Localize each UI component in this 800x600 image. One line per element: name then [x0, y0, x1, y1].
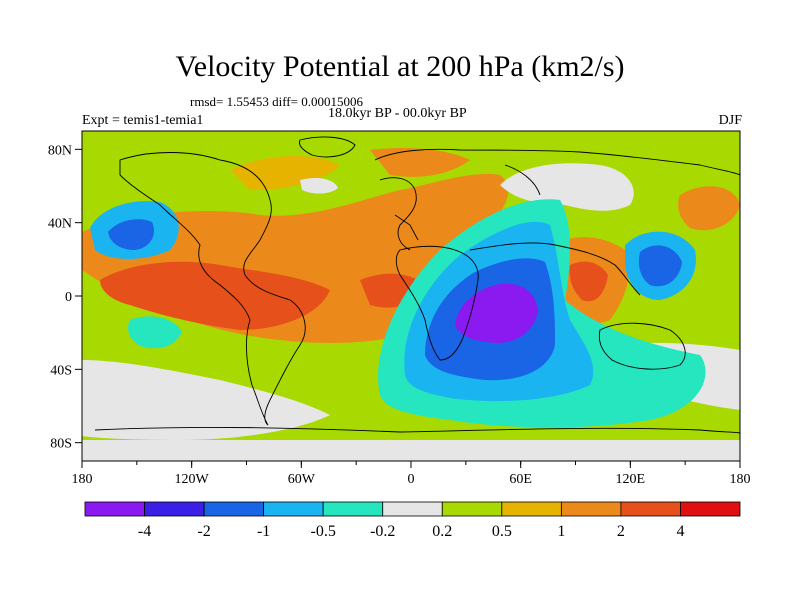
colorbar-label: -4 — [138, 523, 151, 540]
colorbar-label: 0.2 — [432, 523, 452, 540]
x-tick-label: 60W — [288, 472, 316, 487]
colorbar-box — [263, 501, 324, 517]
stats-label: rmsd= 1.55453 diff= 0.00015006 — [190, 94, 363, 109]
map-title: Velocity Potential at 200 hPa (km2/s) — [175, 50, 625, 83]
contour-ne-pacific — [678, 186, 740, 231]
y-tick-label: 40S — [50, 363, 72, 378]
contour-arctic-negative — [300, 177, 338, 194]
x-tick-label: 120E — [616, 472, 646, 487]
colorbar-label: -1 — [257, 523, 270, 540]
colorbar-label: 1 — [557, 523, 565, 540]
x-tick-label: 180 — [730, 472, 751, 487]
colorbar-box — [144, 501, 205, 517]
y-axis: 80N 40N 0 40S 80S — [48, 143, 82, 452]
contour-sw-negative — [128, 316, 182, 349]
contour-negative-core — [455, 283, 538, 343]
x-axis: 180 120W 60W 0 60E 120E 180 — [72, 461, 751, 487]
colorbar-box — [620, 501, 681, 517]
x-tick-label: 120W — [175, 472, 210, 487]
contour-warm-pool-core — [569, 261, 608, 302]
contour-strong-positive — [100, 261, 330, 330]
colorbar-box — [560, 501, 622, 517]
colorbar-box — [501, 501, 562, 517]
contour-positive-north2 — [370, 148, 470, 177]
y-tick-label: 80S — [50, 437, 72, 452]
colorbar-label: -0.2 — [370, 523, 395, 540]
colorbar-box — [441, 501, 503, 517]
x-tick-label: 0 — [408, 472, 415, 487]
coastlines — [94, 136, 740, 434]
season-label: DJF — [718, 113, 742, 128]
colorbar: -4 -2 -1 -0.5 -0.2 0.2 0.5 1 2 4 — [84, 501, 741, 540]
colorbar-label: -0.5 — [311, 523, 336, 540]
x-tick-label: 60E — [509, 472, 532, 487]
colorbar-box — [322, 501, 384, 517]
colorbar-box — [84, 501, 145, 517]
contour-nw-negative-core — [108, 219, 155, 250]
colorbar-box — [382, 501, 443, 517]
colorbar-box — [203, 501, 265, 517]
y-tick-label: 40N — [48, 217, 72, 232]
contour-wp-negative-core — [638, 245, 682, 287]
contour-neutral-south — [82, 360, 330, 440]
period-label: 18.0kyr BP - 00.0kyr BP — [328, 106, 467, 121]
colorbar-label: 0.5 — [492, 523, 512, 540]
x-tick-label: 180 — [72, 472, 93, 487]
y-tick-label: 80N — [48, 143, 72, 158]
contour-neutral-bottom — [82, 440, 740, 461]
contour-neutral-pacific — [500, 163, 634, 211]
y-tick-label: 0 — [65, 290, 72, 305]
colorbar-label: 4 — [676, 523, 684, 540]
contour-field — [82, 131, 740, 461]
experiment-label: Expt = temis1-temia1 — [82, 113, 204, 128]
colorbar-label: 2 — [617, 523, 625, 540]
contour-positive-north — [230, 155, 340, 190]
colorbar-box — [680, 501, 741, 517]
colorbar-label: -2 — [197, 523, 210, 540]
